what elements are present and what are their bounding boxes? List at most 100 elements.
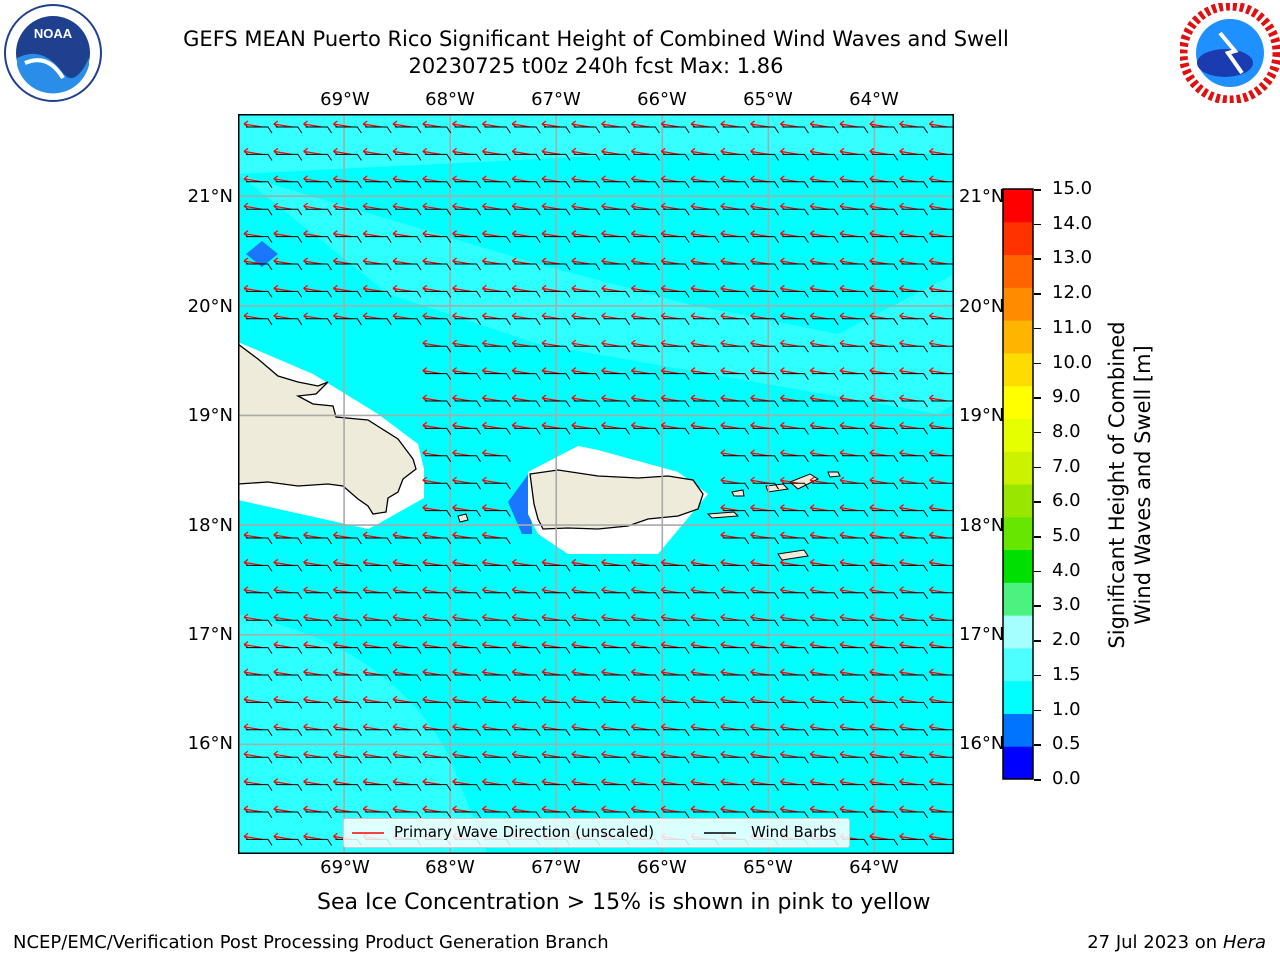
wave-direction-arrow [273,315,292,320]
wind-barb [395,290,422,298]
colorbar-tick-label: 5.0 [1052,525,1081,547]
colorbar-tick-label: 9.0 [1052,386,1081,408]
wind-barb [633,784,660,791]
wind-barb [722,263,750,271]
sea-ice-caption: Sea Ice Concentration > 15% is shown in … [317,890,931,915]
wave-arrow-head [333,312,338,320]
wave-direction-arrow [512,150,531,155]
wind-barb [246,263,273,271]
wind-barb [752,482,780,490]
wind-barb [782,701,809,709]
wind-barb [484,153,511,161]
wind-barb [573,400,601,408]
wind-barb [752,756,780,764]
wind-barb [871,263,899,271]
wave-arrow-head [482,147,487,155]
wind-barb [424,564,452,572]
wind-barb [693,701,720,709]
wind-barb [663,592,690,600]
wave-direction-arrow [541,315,561,320]
wind-barb [305,318,333,326]
wave-direction-arrow [333,315,352,320]
wind-barb [722,674,750,682]
wind-barb [722,537,750,545]
wind-barb [424,701,452,709]
wind-barb [544,592,571,600]
wave-direction-arrow [601,315,620,320]
wind-barb [752,208,780,216]
wind-barb [752,592,780,600]
wind-barb [395,153,422,161]
wind-barb [335,208,362,216]
chart-title: GEFS MEAN Puerto Rico Significant Height… [183,27,1009,51]
wind-barb [752,674,780,682]
wind-barb [603,373,631,380]
wave-arrow-head [660,147,666,155]
wind-barb [693,756,720,764]
wind-barb [335,126,362,134]
light-swell-region [238,174,954,414]
wind-barb [663,756,690,764]
wind-barb [901,756,929,764]
lon-tick-bottom: 66°W [637,857,687,878]
wave-direction-arrow [899,150,918,155]
wave-direction-arrow [392,315,412,320]
wind-barb [514,400,541,408]
wind-barb [842,619,869,627]
wind-barb [603,592,631,600]
wind-barb [633,126,660,134]
wind-barb [424,482,452,490]
wind-barb [365,236,392,243]
wind-barb [544,427,571,435]
wind-barb [663,647,690,654]
wind-barb [514,373,541,380]
wind-barb [752,153,780,161]
wind-barb [484,784,511,791]
colorbar-band [1003,451,1033,485]
wind-barb [395,318,422,326]
wind-barb [365,537,392,545]
wind-barb [722,373,750,380]
wave-arrow-head [571,312,577,320]
wind-barb [573,756,601,764]
wind-barb [722,784,750,791]
wind-barb [305,729,333,737]
wind-barb [752,290,780,298]
wave-direction-arrow [839,150,859,155]
wave-arrow-head [333,147,338,155]
wind-barb [335,701,362,709]
wind-barb [395,564,422,572]
wind-barb [246,619,273,627]
wind-barb [603,647,631,654]
wind-barb [901,427,929,435]
lat-tick-left: 20°N [187,296,233,317]
wind-barb [782,126,809,134]
wind-barb [722,647,750,654]
wind-barb [693,236,720,243]
wind-barb [752,455,780,463]
wave-arrow-head [839,312,845,320]
wind-barb [514,729,541,737]
wave-arrow-head [750,147,755,155]
wave-direction-arrow [869,150,888,155]
wave-direction-arrow [720,315,739,320]
wind-barb [514,126,541,134]
wind-barb [663,784,690,791]
wave-arrow-head [511,312,517,320]
hispaniola-land [238,343,417,515]
wind-barb [573,564,601,572]
wave-arrow-head [303,312,308,320]
colorbar-tick-mark [1034,501,1041,503]
graticule [238,114,954,854]
wind-barb [633,592,660,600]
wind-barb [752,427,780,435]
wind-barb [454,263,482,271]
wave-arrow-head [690,312,696,320]
wind-barb [395,592,422,600]
wind-barb [693,674,720,682]
wind-barb [275,208,303,216]
wind-barb [514,263,541,271]
wind-barb [842,647,869,654]
lon-tick-top: 64°W [849,89,899,110]
wind-barb [395,126,422,134]
